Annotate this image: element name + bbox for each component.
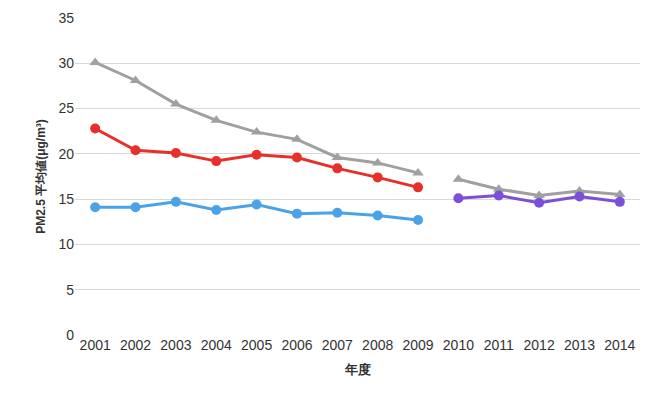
svg-text:25: 25: [58, 100, 74, 116]
svg-text:15: 15: [58, 191, 74, 207]
svg-text:5: 5: [66, 282, 74, 298]
svg-text:20: 20: [58, 146, 74, 162]
svg-text:0: 0: [66, 327, 74, 343]
svg-text:2010: 2010: [443, 337, 474, 353]
svg-text:2009: 2009: [402, 337, 433, 353]
svg-text:2004: 2004: [201, 337, 232, 353]
svg-text:年度: 年度: [344, 362, 371, 377]
svg-text:2005: 2005: [241, 337, 272, 353]
svg-text:10: 10: [58, 236, 74, 252]
svg-text:2011: 2011: [484, 337, 514, 353]
svg-text:2002: 2002: [120, 337, 151, 353]
svg-text:2007: 2007: [322, 337, 353, 353]
svg-text:30: 30: [58, 55, 74, 71]
svg-text:2008: 2008: [362, 337, 393, 353]
svg-text:35: 35: [58, 10, 74, 26]
svg-text:2003: 2003: [160, 337, 191, 353]
svg-text:2012: 2012: [524, 337, 555, 353]
svg-text:2014: 2014: [604, 337, 635, 353]
svg-text:PM2.5 平均値(μg/m³): PM2.5 平均値(μg/m³): [34, 119, 48, 234]
svg-text:2001: 2001: [80, 337, 111, 353]
svg-text:2006: 2006: [281, 337, 312, 353]
svg-text:2013: 2013: [564, 337, 595, 353]
